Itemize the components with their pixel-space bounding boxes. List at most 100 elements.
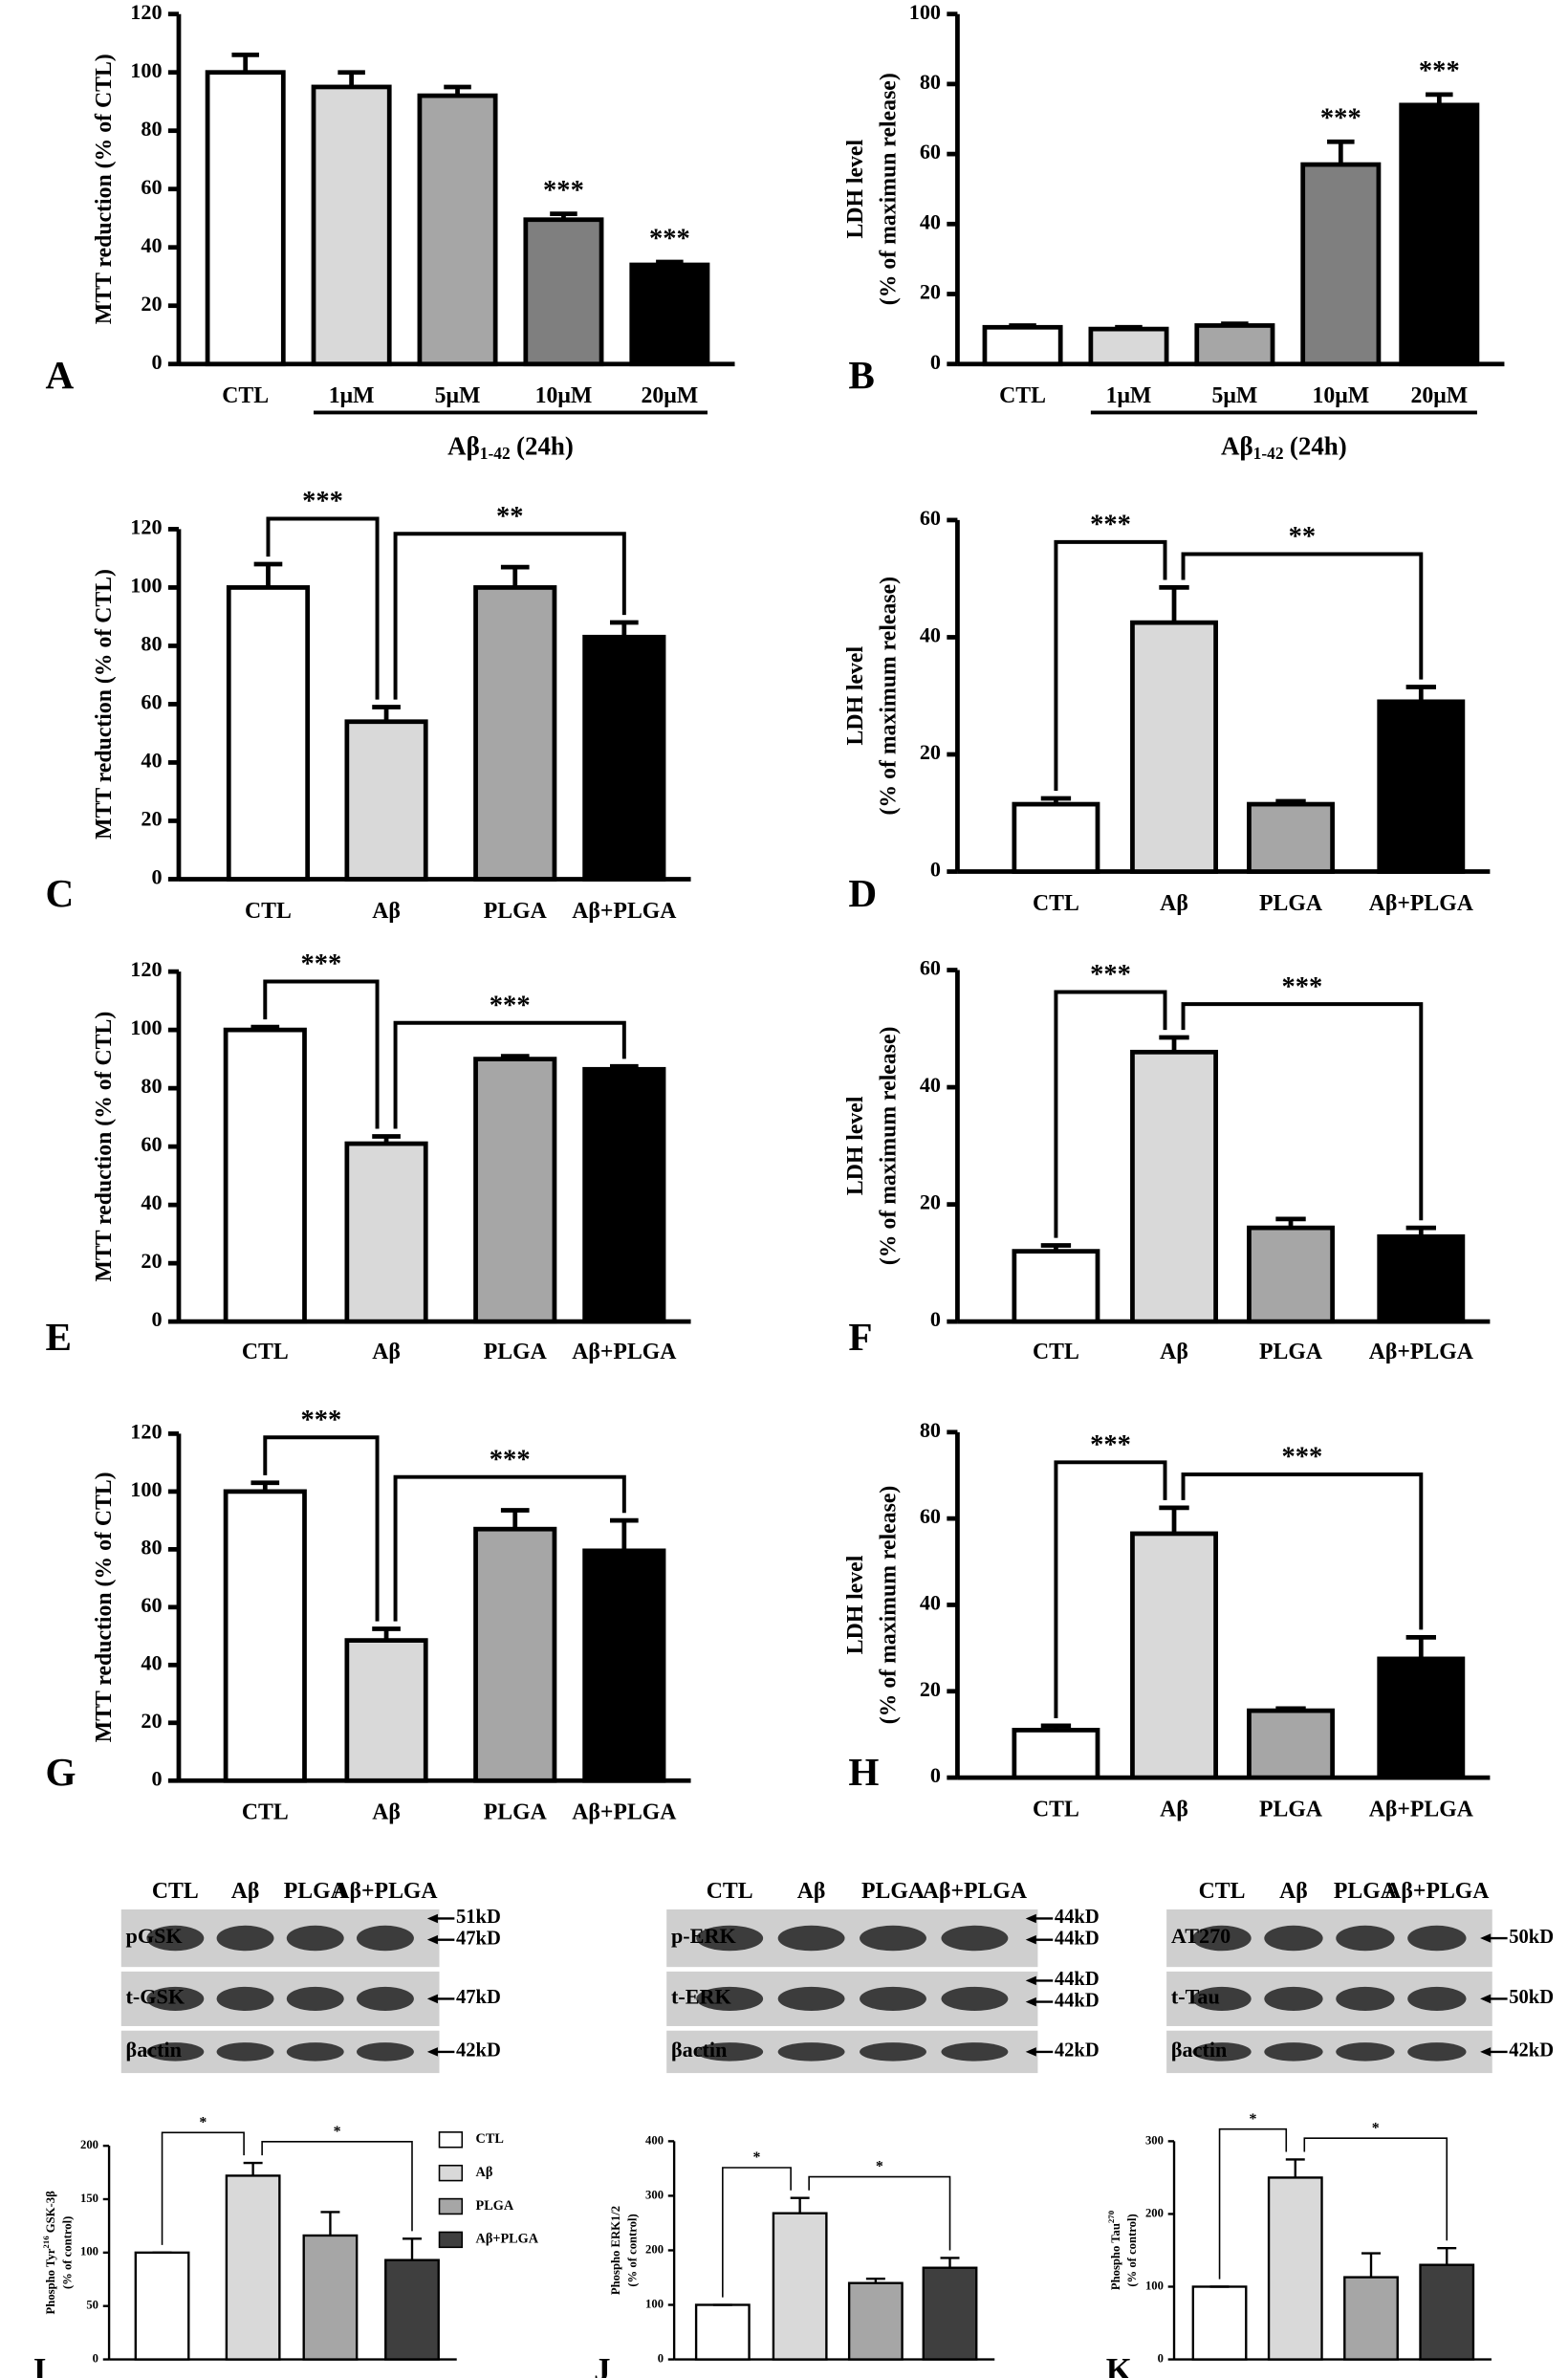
significance-bracket [161,2131,245,2245]
y-tick-label: 20 [920,280,941,304]
blot-band [146,2042,205,2062]
significance-label: *** [1282,972,1323,1002]
x-tick-label: Aβ [1160,1797,1188,1822]
x-tick-label: PLGA [1259,1340,1322,1364]
marker-label: 42kD [456,2040,501,2062]
marker-arrowhead [1480,2047,1492,2057]
significance-bracket [1181,1002,1424,1221]
bar [205,70,286,367]
y-tick-label: 200 [645,2242,664,2256]
bar [982,324,1063,367]
y-tick-label: 80 [920,1418,941,1442]
bar [1194,323,1275,367]
y-tick-label: 0 [658,2351,664,2365]
y-axis-label: (% of maximum release) [877,1486,902,1725]
panel-letter: E [46,1315,72,1359]
x-tick-label: Aβ [372,1340,401,1364]
y-axis-label: LDH level [843,140,868,239]
lane-label: Aβ [1279,1879,1308,1904]
significance-label: * [1249,2111,1256,2127]
y-tick-label: 0 [930,858,941,882]
blot-band [357,1925,414,1952]
row-label: t-Tau [1171,1985,1220,2009]
y-tick-label: 200 [80,2138,98,2151]
y-axis-label: LDH level [843,1096,868,1195]
legend-swatch [438,2231,464,2249]
bar [473,1057,557,1324]
blot-band [860,1925,926,1952]
lane-label: Aβ+PLGA [923,1879,1027,1904]
significance-bracket [1181,552,1424,680]
marker-label: 44kD [1055,1969,1100,1990]
significance-bracket [266,516,380,700]
x-tick-label: Aβ [372,1800,401,1825]
marker-arrowhead [426,2047,438,2057]
y-axis-label-part: (% of maximum release) [877,1027,902,1266]
y-tick-label: 20 [141,292,162,316]
y-tick-label: 20 [141,1709,162,1733]
blot-band [146,1925,205,1952]
bar [1088,326,1169,367]
bar [226,585,311,882]
x-tick-label: CTL [1033,1797,1079,1822]
y-axis-label: Phospho ERK1/2 [609,2206,622,2295]
bar [1247,801,1335,874]
y-axis-label-part: MTT reduction (% of CTL) [92,1472,117,1742]
blot-band [286,1925,344,1952]
y-tick-label: 120 [130,1419,162,1443]
blot-band [1336,2042,1395,2062]
y-tick-label: 20 [920,1190,941,1214]
row-label: AT270 [1171,1924,1230,1948]
bar [223,1489,307,1783]
x-tick-label: Aβ+PLGA [572,1340,676,1364]
blot-band [1192,1986,1252,2011]
panel-letter: G [46,1750,76,1794]
y-tick-label: 60 [141,1132,162,1156]
x-tick-label: CTL [1033,1340,1079,1364]
y-tick-label: 300 [645,2188,664,2201]
lane-label: PLGA [1334,1879,1397,1904]
y-tick-label: 40 [141,1650,162,1674]
y-tick-label: 60 [141,690,162,714]
significance-bracket [1181,1473,1424,1630]
blot-band [1264,1986,1323,2011]
lane-label: Aβ+PLGA [333,1879,437,1904]
y-axis-label: (% of control) [60,2216,74,2289]
row-label: t-GSK [126,1985,185,2009]
blot-band [146,1986,205,2011]
legend-label: Aβ [476,2165,493,2180]
bar [1267,2176,1323,2361]
blot-band [1407,1986,1467,2011]
bar [1130,620,1218,874]
y-tick-label: 150 [80,2192,98,2205]
blot-band [1336,1925,1395,1952]
y-axis-label: (% of control) [625,2214,639,2286]
x-tick-label: CTL [1033,891,1079,916]
blot-band [777,1986,845,2011]
significance-label: *** [1090,960,1131,990]
y-tick-label: 80 [141,632,162,656]
y-axis-label-sup: 270 [1106,2210,1116,2223]
significance-label: *** [543,176,584,206]
x-tick-label: Aβ+PLGA [572,1800,676,1825]
marker-label: 42kD [1509,2040,1554,2062]
group-label: Aβ1-42 (24h) [447,432,574,463]
y-tick-label: 0 [93,2351,98,2365]
y-tick-label: 80 [141,1074,162,1098]
y-tick-label: 40 [141,233,162,257]
legend-label: PLGA [476,2198,514,2214]
significance-label: * [334,2124,341,2140]
marker-arrowhead [1025,1934,1036,1945]
y-tick-label: 100 [130,574,162,598]
significance-bracket [261,2141,413,2232]
group-label-main: Aβ [1221,432,1253,461]
blot-band [1407,1925,1467,1952]
marker-arrowhead [1025,2047,1036,2057]
lane-label: Aβ+PLGA [1384,1879,1489,1904]
y-axis-label-part: (% of maximum release) [877,577,902,816]
legend-swatch [438,2131,464,2149]
y-tick-label: 60 [920,1504,941,1528]
y-tick-label: 60 [920,140,941,164]
blot-band [696,1986,764,2011]
